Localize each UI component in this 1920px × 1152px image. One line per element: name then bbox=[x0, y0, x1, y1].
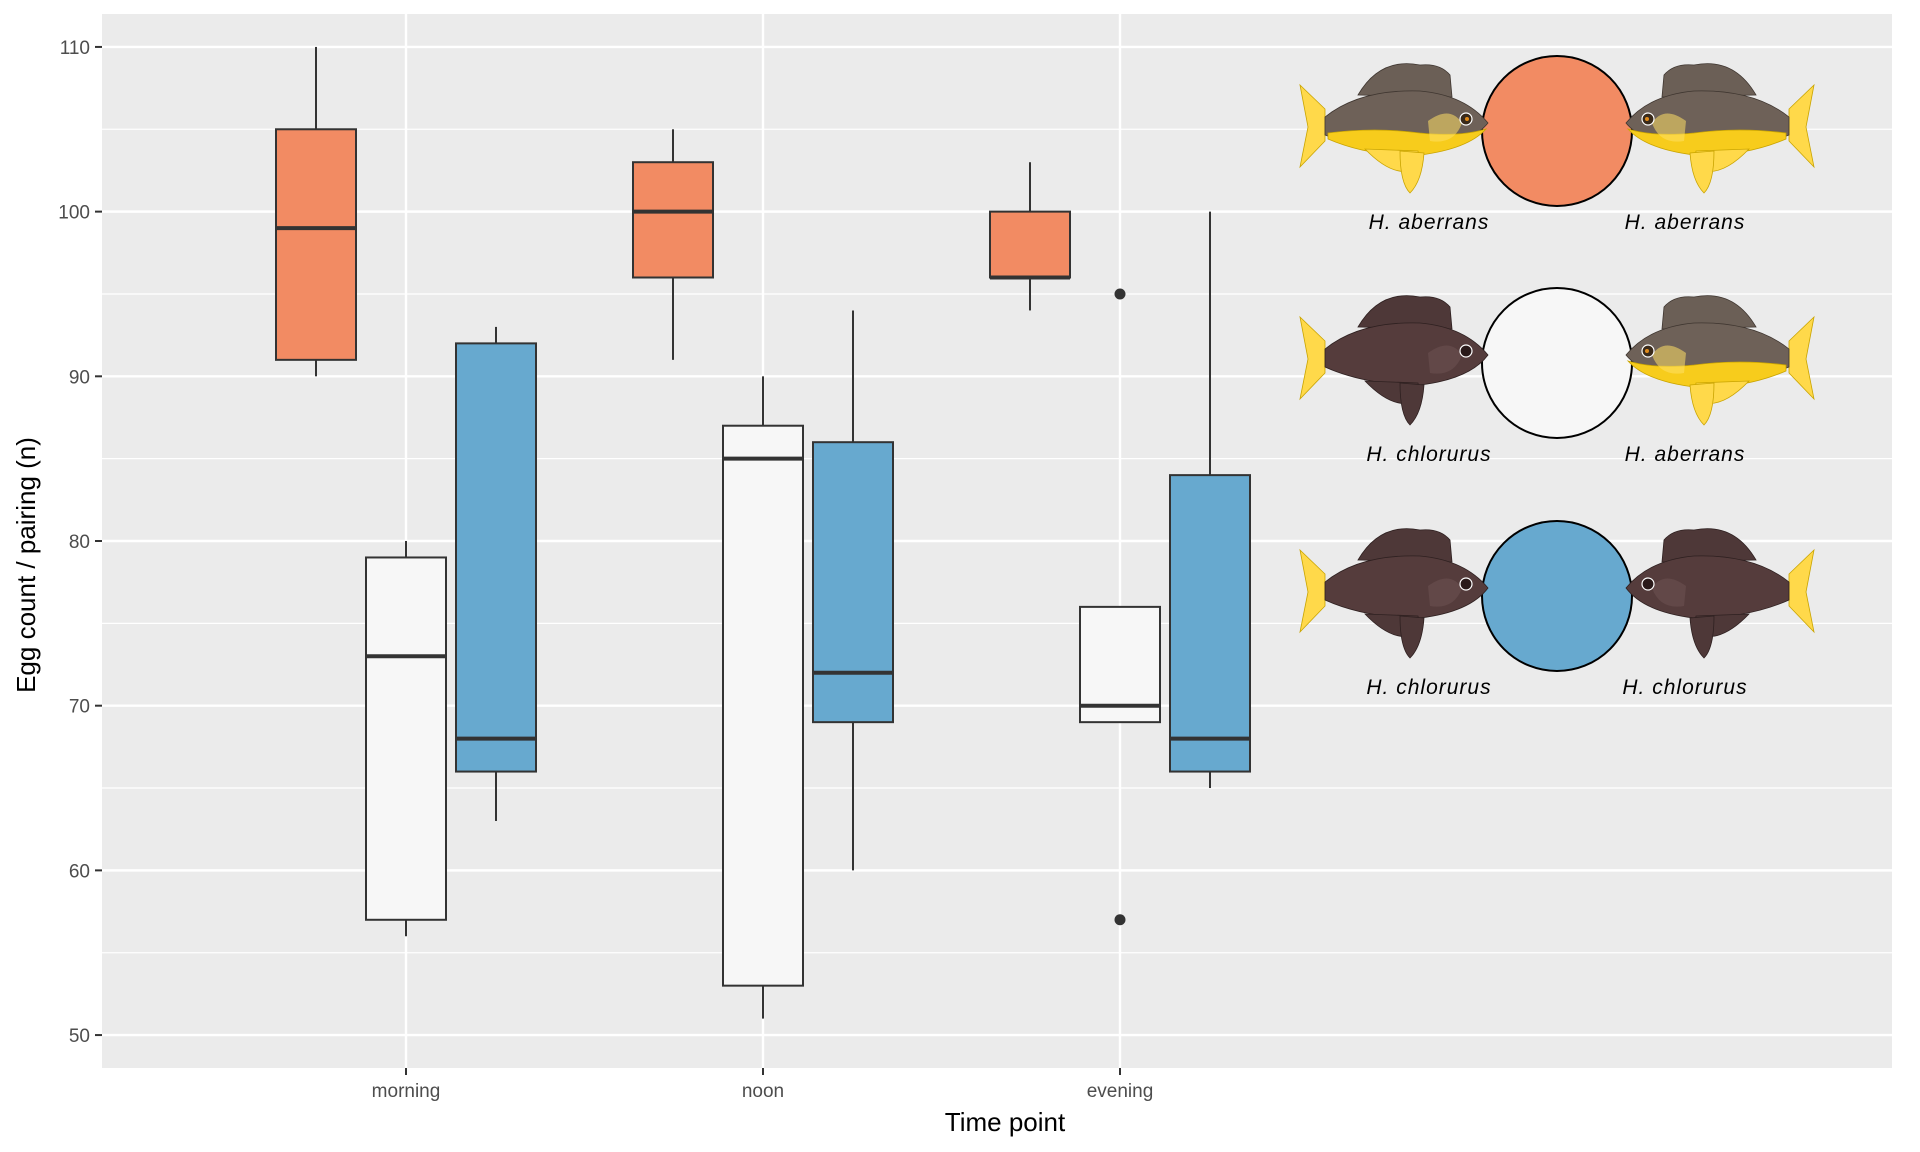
box-noon-series-2 bbox=[722, 376, 804, 1019]
box-layer bbox=[275, 46, 1251, 1019]
box-morning-series-3 bbox=[455, 326, 537, 821]
x-tick-label-morning: morning bbox=[372, 1081, 441, 1102]
legend-circle bbox=[1481, 55, 1633, 207]
box-evening-series-3 bbox=[1169, 211, 1251, 789]
y-tick-label-70: 70 bbox=[69, 697, 90, 718]
x-tick-label-evening: evening bbox=[1087, 1081, 1154, 1102]
legend-circle bbox=[1481, 520, 1633, 672]
outlier-point bbox=[1114, 288, 1126, 300]
legend-entry-2: H. chlorurus H. aberrans bbox=[1299, 287, 1815, 466]
x-tick-label-noon: noon bbox=[742, 1081, 784, 1102]
box-iqr bbox=[1169, 474, 1251, 773]
box-iqr bbox=[812, 441, 894, 724]
box-iqr bbox=[989, 210, 1071, 279]
box-iqr bbox=[632, 161, 714, 279]
y-tick-label-80: 80 bbox=[69, 532, 90, 553]
legend-label-right: H. aberrans bbox=[1625, 443, 1746, 466]
legend-label-right: H. aberrans bbox=[1625, 211, 1746, 234]
legend-label-right: H. chlorurus bbox=[1622, 676, 1747, 699]
y-tick-label-60: 60 bbox=[69, 861, 90, 882]
y-axis-title: Egg count / pairing (n) bbox=[11, 437, 41, 693]
legend: H. aberrans H. aberrans H. chlorurus H. abe… bbox=[1299, 55, 1815, 699]
legend-label-left: H. aberrans bbox=[1369, 211, 1490, 234]
x-axis-title: Time point bbox=[945, 1107, 1066, 1137]
box-morning-series-2 bbox=[365, 541, 447, 937]
axis-layer: 50 60 70 80 90 100 110 morning noon evening bbox=[58, 38, 1153, 1102]
y-tick-label-50: 50 bbox=[69, 1026, 90, 1047]
y-tick-label-100: 100 bbox=[58, 203, 90, 224]
legend-entry-1: H. aberrans H. aberrans bbox=[1299, 55, 1815, 234]
y-tick-label-110: 110 bbox=[60, 38, 90, 59]
y-tick-label-90: 90 bbox=[69, 367, 90, 388]
legend-label-left: H. chlorurus bbox=[1366, 443, 1491, 466]
box-evening-series-2 bbox=[1079, 288, 1161, 926]
box-noon-series-3 bbox=[812, 310, 894, 871]
legend-entry-3: H. chlorurus H. chlorurus bbox=[1299, 520, 1815, 699]
box-evening-series-1 bbox=[989, 162, 1071, 311]
box-iqr bbox=[1079, 605, 1161, 724]
outlier-point bbox=[1114, 914, 1126, 926]
box-noon-series-1 bbox=[632, 129, 714, 360]
box-iqr bbox=[365, 556, 447, 921]
legend-circle bbox=[1481, 287, 1633, 439]
legend-label-left: H. chlorurus bbox=[1366, 676, 1491, 699]
box-iqr bbox=[722, 424, 804, 987]
box-iqr bbox=[455, 342, 537, 773]
box-iqr bbox=[275, 128, 357, 361]
box-morning-series-1 bbox=[275, 46, 357, 377]
